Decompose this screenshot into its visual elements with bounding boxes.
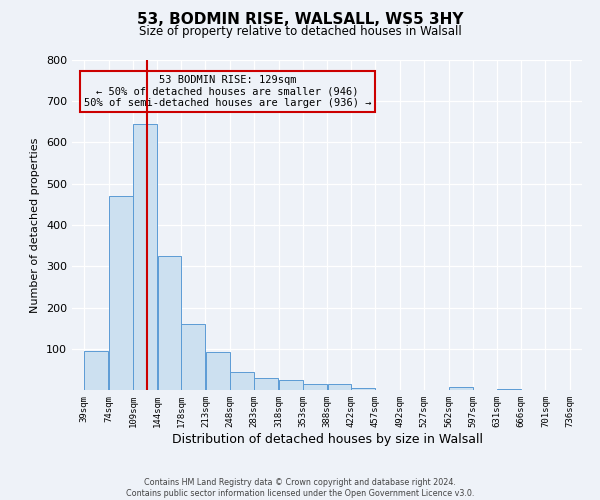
Text: 53 BODMIN RISE: 129sqm
← 50% of detached houses are smaller (946)
50% of semi-de: 53 BODMIN RISE: 129sqm ← 50% of detached… xyxy=(84,75,371,108)
X-axis label: Distribution of detached houses by size in Walsall: Distribution of detached houses by size … xyxy=(172,432,482,446)
Text: Size of property relative to detached houses in Walsall: Size of property relative to detached ho… xyxy=(139,25,461,38)
Text: 53, BODMIN RISE, WALSALL, WS5 3HY: 53, BODMIN RISE, WALSALL, WS5 3HY xyxy=(137,12,463,28)
Bar xyxy=(206,352,230,390)
Bar xyxy=(497,389,521,390)
Bar xyxy=(109,196,133,390)
Bar xyxy=(181,324,205,390)
Bar xyxy=(133,124,157,390)
Bar xyxy=(85,351,109,390)
Bar xyxy=(158,256,181,390)
Text: Contains HM Land Registry data © Crown copyright and database right 2024.
Contai: Contains HM Land Registry data © Crown c… xyxy=(126,478,474,498)
Bar xyxy=(328,384,351,390)
Bar xyxy=(279,380,303,390)
Bar xyxy=(254,378,278,390)
Bar xyxy=(230,372,254,390)
Bar xyxy=(351,388,375,390)
Bar xyxy=(303,384,327,390)
Y-axis label: Number of detached properties: Number of detached properties xyxy=(31,138,40,312)
Bar xyxy=(449,386,473,390)
